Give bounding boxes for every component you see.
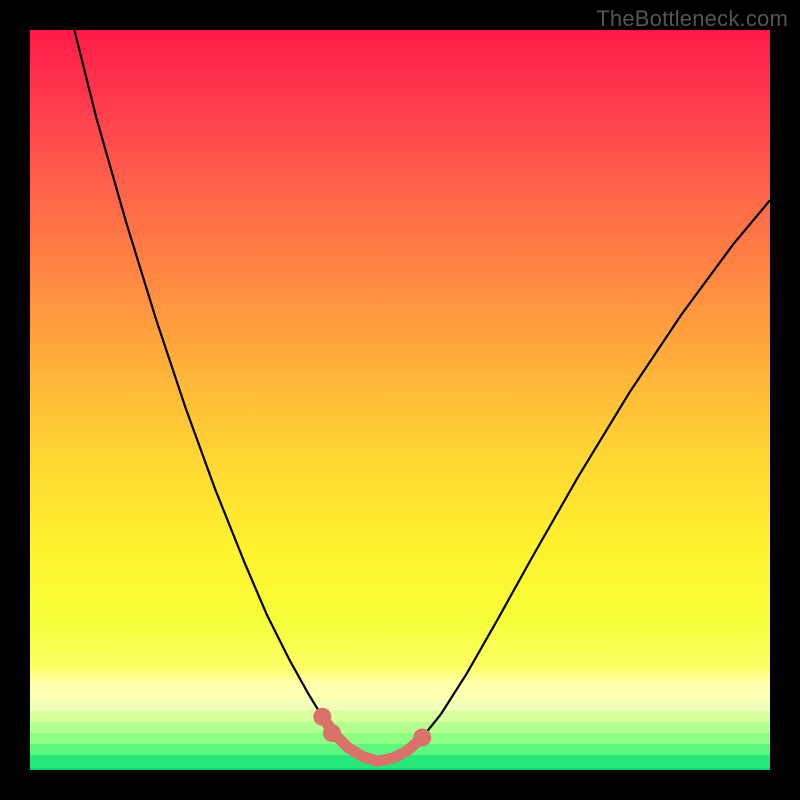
curve-layer [30, 30, 770, 770]
bottleneck-curve [74, 30, 770, 761]
watermark-text: TheBottleneck.com [596, 6, 788, 32]
plot-area [30, 30, 770, 770]
highlight-region [313, 708, 431, 761]
